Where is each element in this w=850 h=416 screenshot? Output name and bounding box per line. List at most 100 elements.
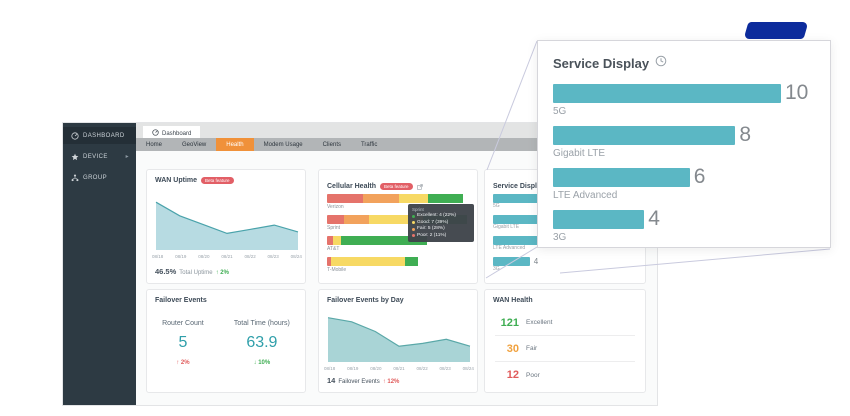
popup-title: Service Display <box>553 55 650 71</box>
failover-delta: ↑ 12% <box>382 379 400 385</box>
wan-health-row-excellent: 121 Excellent <box>495 310 635 336</box>
tooltip-text: Fair: 5 (28%) <box>417 226 445 231</box>
cellular-tooltip-rows: Excellent: 4 (22%) Good: 7 (39%) Fair: 5 (… <box>412 213 470 239</box>
tooltip-row: Fair: 5 (28%) <box>412 226 470 233</box>
excellent-label: Excellent <box>526 319 553 326</box>
star-icon <box>70 153 79 161</box>
stacked-bar[interactable] <box>327 194 469 203</box>
bar-group-5g: 10 5G <box>553 81 815 118</box>
wan-uptime-chart <box>152 190 302 257</box>
bar-group-lte-advanced: 6 LTE Advanced <box>553 165 815 202</box>
chevron-right-icon: ▸ <box>125 154 129 160</box>
bar-label: Gigabit LTE <box>493 224 520 230</box>
segment-poor[interactable] <box>327 257 331 266</box>
total-uptime-label: Total Uptime <box>179 270 213 276</box>
fair-count: 30 <box>506 342 519 355</box>
bar[interactable] <box>493 215 567 224</box>
bar[interactable] <box>553 125 736 145</box>
segment-good[interactable] <box>331 257 405 266</box>
tooltip-row: Good: 7 (39%) <box>412 220 470 227</box>
tab-health[interactable]: Health <box>216 138 254 151</box>
sidebar-item-label: GROUP <box>83 174 108 181</box>
wan-health-row-fair: 30 Fair <box>495 336 635 362</box>
legend-dot <box>412 214 415 218</box>
card-title: Failover Events by Day <box>327 297 404 304</box>
segment-good[interactable] <box>333 236 341 245</box>
segment-fair[interactable] <box>344 215 369 224</box>
failover-count: 14 <box>327 376 336 385</box>
carrier-label: T-Mobile <box>327 267 347 273</box>
segment-excellent[interactable] <box>405 257 418 266</box>
card-title: Service Display <box>493 182 545 190</box>
metric-delta: ↓ 10% <box>253 360 271 366</box>
x-tick-label: 08/22 <box>244 254 256 259</box>
stacked-bar[interactable] <box>327 236 469 245</box>
cellular-health-card: Cellular Health Beta feature Verizon Spri… <box>318 169 478 284</box>
segment-good[interactable] <box>369 215 423 224</box>
bar[interactable] <box>493 257 530 266</box>
wan-health-card: WAN Health 121 Excellent 30 Fair 12 Poor <box>484 289 646 393</box>
bar-value: 10 <box>785 81 809 104</box>
sidebar-item-label: DASHBOARD <box>83 132 125 139</box>
bar[interactable] <box>553 167 690 187</box>
carrier-label: Verizon <box>327 204 344 210</box>
segment-poor[interactable] <box>327 236 333 245</box>
bar-group-3g: 4 3G <box>493 257 641 273</box>
bar-value: 4 <box>533 257 539 266</box>
group-icon <box>70 174 79 182</box>
bar-label: LTE Advanced <box>553 190 618 201</box>
card-title: Cellular Health <box>327 182 377 190</box>
carrier-label: Sprint <box>327 225 341 231</box>
x-tick-label: 08/23 <box>267 254 279 259</box>
tab-geoview[interactable]: GeoView <box>182 141 207 148</box>
carrier-row-t-mobile: T-Mobile <box>327 257 469 273</box>
segment-good[interactable] <box>399 194 428 203</box>
bar[interactable] <box>493 236 549 245</box>
sidebar-item-group[interactable]: GROUP <box>63 169 136 186</box>
card-title: Failover Events <box>155 297 207 304</box>
bar-label: 3G <box>553 232 567 243</box>
bar-label: 5G <box>493 203 500 209</box>
metric-delta: ↑ 2% <box>176 360 190 366</box>
tab-dashboard[interactable]: Dashboard <box>143 126 201 141</box>
bar-label: Gigabit LTE <box>553 148 606 159</box>
tooltip-text: Poor: 2 (11%) <box>417 232 447 238</box>
bar-group-gigabit-lte: 8 Gigabit LTE <box>553 123 815 160</box>
tooltip-carrier: Sprint <box>412 207 424 212</box>
tab-home[interactable]: Home <box>146 141 163 148</box>
segment-poor[interactable] <box>327 194 363 203</box>
carrier-row-at-t: AT&T <box>327 236 469 252</box>
history-clock-icon[interactable] <box>655 54 667 72</box>
segment-excellent[interactable] <box>341 236 427 245</box>
fair-label: Fair <box>526 345 538 352</box>
sidebar-item-dashboard[interactable]: DASHBOARD <box>63 127 136 144</box>
wan-health-row-poor: 12 Poor <box>495 362 635 388</box>
tab-modem-usage[interactable]: Modem Usage <box>263 141 303 148</box>
bar[interactable] <box>553 83 781 103</box>
open-in-new-icon[interactable] <box>416 177 423 195</box>
x-tick-label: 08/24 <box>462 366 474 371</box>
bar[interactable] <box>553 209 645 229</box>
x-tick-label: 08/19 <box>347 366 359 371</box>
total-time-metric: Total Time (hours) 63.9 ↓ 10% <box>234 320 290 366</box>
window-tab-label: Dashboard <box>162 130 192 137</box>
tab-clients[interactable]: Clients <box>322 141 341 148</box>
x-axis: 08/18 08/19 08/20 08/21 08/22 08/23 08/24 <box>324 366 474 371</box>
wan-uptime-card: WAN Uptime Beta feature 08/18 08/19 08/20 0… <box>146 169 306 284</box>
metric-label: Router Count <box>162 320 204 327</box>
x-axis: 08/18 08/19 08/20 08/21 08/22 08/23 08/24 <box>152 254 302 259</box>
segment-fair[interactable] <box>363 194 399 203</box>
segment-excellent[interactable] <box>428 194 463 203</box>
x-tick-label: 08/24 <box>290 254 302 259</box>
segment-poor[interactable] <box>327 215 344 224</box>
bar-label: 3G <box>493 266 500 272</box>
sidebar-item-device[interactable]: DEVICE ▸ <box>63 148 136 165</box>
carrier-row-verizon: Verizon <box>327 194 469 210</box>
stacked-bar[interactable] <box>327 257 469 266</box>
carrier-label: AT&T <box>327 246 340 252</box>
bar-label: 5G <box>553 106 567 117</box>
legend-dot <box>412 227 415 231</box>
x-tick-label: 08/19 <box>175 254 187 259</box>
blue-corner-shape <box>743 22 809 39</box>
tab-traffic[interactable]: Traffic <box>360 141 378 148</box>
